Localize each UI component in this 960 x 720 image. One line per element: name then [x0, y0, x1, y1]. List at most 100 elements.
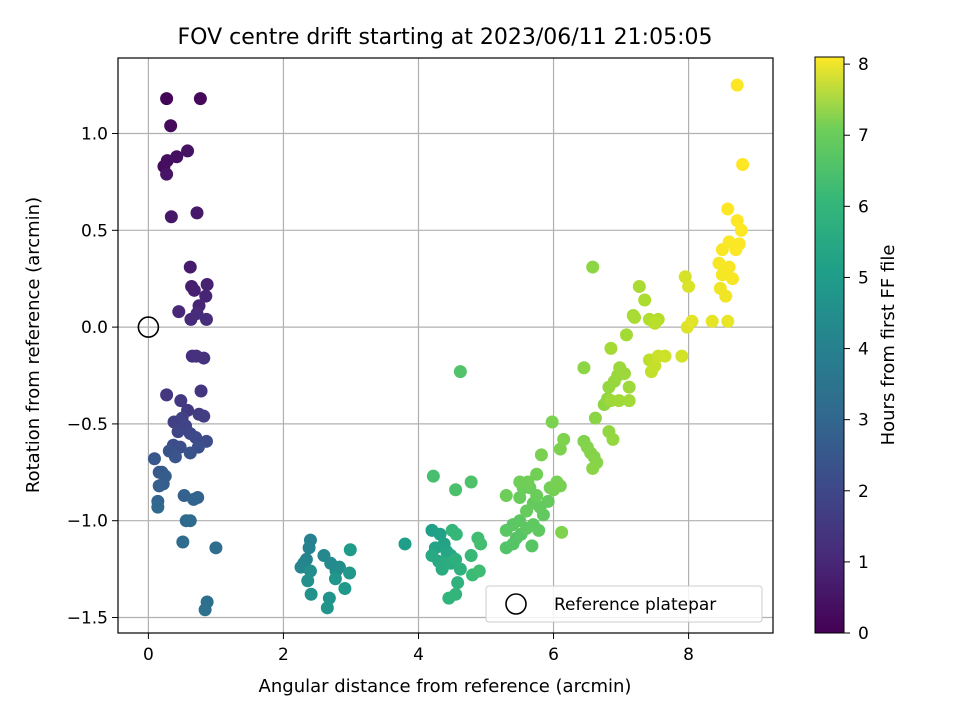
- chart-title: FOV centre drift starting at 2023/06/11 …: [178, 25, 713, 50]
- data-point: [190, 206, 204, 220]
- data-point: [183, 260, 197, 274]
- data-point: [586, 461, 600, 475]
- reference-platepar-marker: [137, 316, 160, 338]
- data-point: [304, 587, 318, 601]
- data-point: [302, 541, 316, 555]
- y-tick-label: −1.5: [67, 609, 108, 629]
- data-point: [398, 537, 412, 551]
- x-tick-label: 2: [278, 645, 289, 665]
- data-point: [586, 260, 600, 274]
- data-point: [187, 492, 201, 506]
- data-point: [712, 256, 726, 270]
- grid-lines: [118, 58, 773, 633]
- data-point: [732, 237, 746, 251]
- data-point: [451, 576, 465, 590]
- data-point: [541, 494, 555, 508]
- data-point: [619, 328, 633, 342]
- data-point: [622, 380, 636, 394]
- data-point: [449, 527, 463, 541]
- x-tick-label: 8: [683, 645, 694, 665]
- data-point: [617, 367, 631, 381]
- data-point: [719, 289, 733, 303]
- data-point: [464, 475, 478, 489]
- data-point: [530, 489, 544, 503]
- data-point: [328, 572, 342, 586]
- data-point: [682, 279, 696, 293]
- colorbar: [814, 56, 845, 634]
- legend: Reference platepar: [485, 585, 763, 623]
- x-tick-label: 0: [143, 645, 154, 665]
- data-point: [152, 479, 166, 493]
- scatter-points: [147, 78, 750, 617]
- data-point: [530, 467, 544, 481]
- data-point: [725, 272, 739, 286]
- y-axis-label: Rotation from reference (arcmin): [23, 197, 44, 493]
- data-point: [464, 549, 478, 563]
- data-point: [453, 562, 467, 576]
- x-tick-label: 4: [413, 645, 424, 665]
- data-point: [151, 500, 165, 514]
- data-point: [525, 539, 539, 553]
- data-point: [168, 450, 182, 464]
- data-point: [499, 489, 513, 503]
- y-tick-label: 1.0: [81, 125, 108, 145]
- data-point: [730, 214, 744, 228]
- data-point: [174, 394, 188, 408]
- y-tick-label: −0.5: [67, 415, 108, 435]
- data-point: [183, 446, 197, 460]
- colorbar-tick-label: 0: [858, 624, 869, 644]
- legend-marker-icon: [505, 593, 527, 615]
- data-point: [638, 293, 652, 307]
- data-point: [209, 541, 223, 555]
- data-point: [606, 432, 620, 446]
- data-point: [160, 167, 174, 181]
- colorbar-tick-label: 5: [858, 268, 869, 288]
- data-point: [320, 601, 334, 615]
- plot-area-frame: [117, 57, 774, 634]
- data-point: [555, 525, 569, 539]
- colorbar-tick-label: 4: [858, 340, 869, 360]
- legend-entry-reference-platepar: Reference platepar: [554, 595, 716, 615]
- data-point: [147, 452, 161, 466]
- colorbar-tick-label: 2: [858, 482, 869, 502]
- data-point: [426, 469, 440, 483]
- colorbar-tick-label: 7: [858, 126, 869, 146]
- colorbar-tick-label: 3: [858, 411, 869, 431]
- data-point: [193, 92, 207, 106]
- data-point: [721, 202, 735, 216]
- x-axis-ticks: 0 2 4 6 8: [143, 633, 694, 665]
- data-point: [338, 581, 352, 595]
- data-point: [332, 560, 346, 574]
- data-point: [521, 475, 535, 489]
- y-tick-label: 0.0: [81, 318, 108, 338]
- data-point: [187, 283, 201, 297]
- data-point: [176, 535, 190, 549]
- data-point: [685, 314, 699, 328]
- data-point: [472, 564, 486, 578]
- data-point: [545, 415, 559, 429]
- data-point: [632, 279, 646, 293]
- colorbar-label: Hours from first FF file: [878, 245, 899, 446]
- data-point: [557, 432, 571, 446]
- data-point: [170, 150, 184, 164]
- data-point: [164, 210, 178, 224]
- data-point: [171, 425, 185, 439]
- colorbar-tick-label: 1: [858, 553, 869, 573]
- data-point: [194, 384, 208, 398]
- data-point: [577, 361, 591, 375]
- data-point: [730, 78, 744, 92]
- data-point: [343, 543, 357, 557]
- data-point: [474, 537, 488, 551]
- data-point: [658, 349, 672, 363]
- data-point: [173, 440, 187, 454]
- data-point: [675, 349, 689, 363]
- x-axis-label: Angular distance from reference (arcmin): [259, 676, 632, 697]
- data-point: [199, 289, 213, 303]
- data-point: [721, 314, 735, 328]
- data-point: [628, 310, 642, 324]
- x-tick-label: 6: [548, 645, 559, 665]
- data-point: [612, 394, 626, 408]
- data-point: [449, 587, 463, 601]
- colorbar-ticks: 0 1 2 3 4 5 6 7 8: [844, 55, 869, 644]
- data-point: [588, 411, 602, 425]
